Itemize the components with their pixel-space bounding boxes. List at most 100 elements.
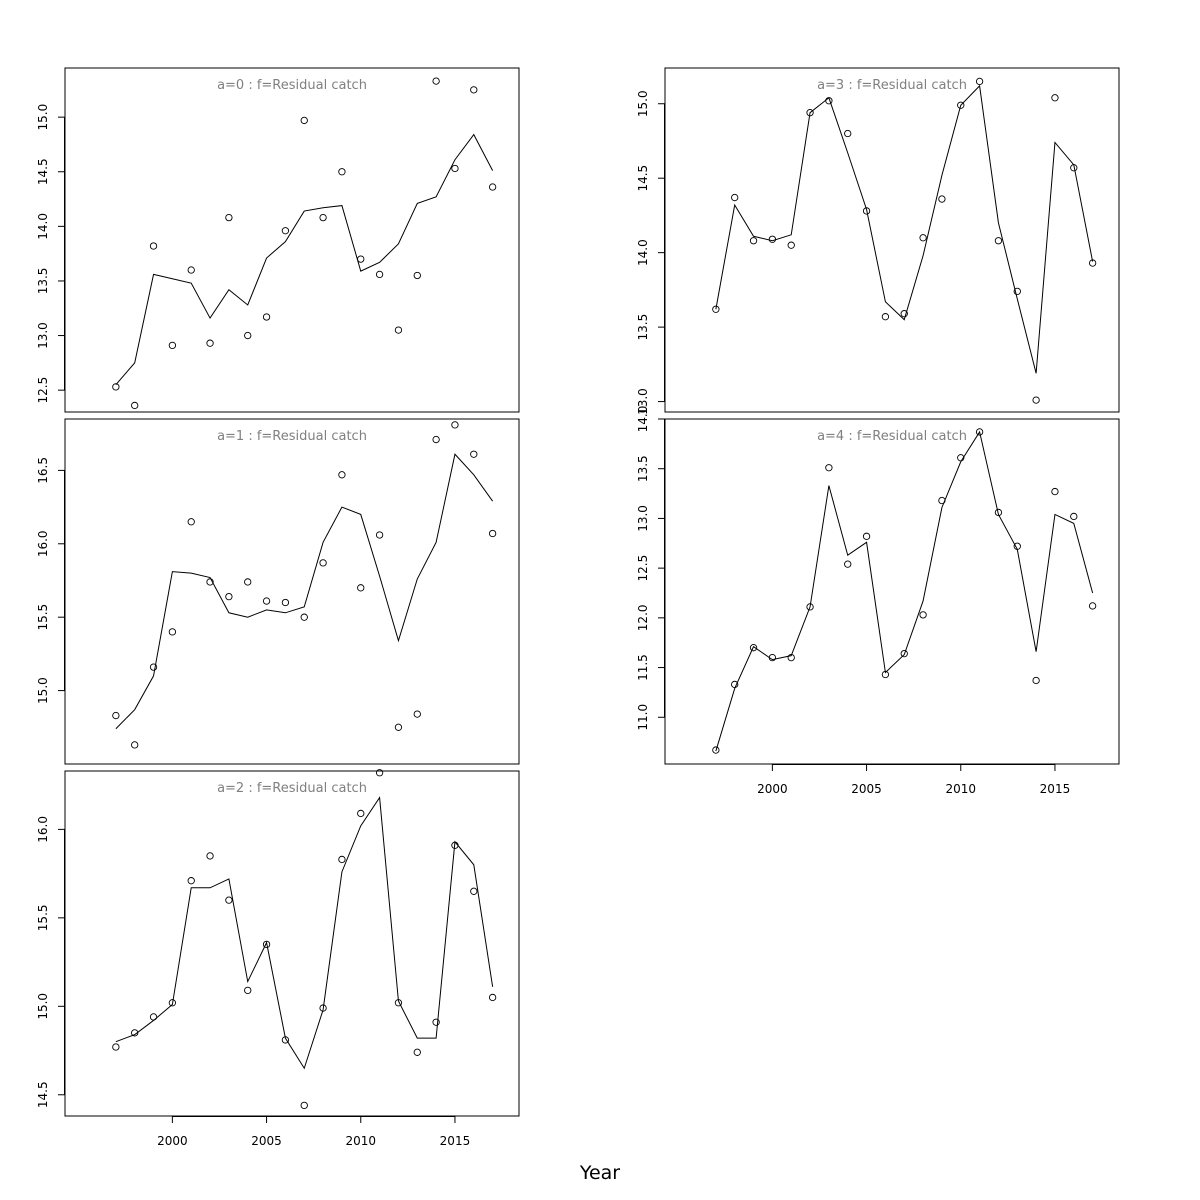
observed-point <box>432 435 440 444</box>
observed-point <box>919 611 927 619</box>
observed-point <box>338 855 346 864</box>
observed-point <box>787 653 795 662</box>
observed-point <box>244 331 252 340</box>
observed-point <box>112 383 120 391</box>
x-tick-label: 2015 <box>1040 782 1071 796</box>
observed-point <box>262 940 271 949</box>
observed-point <box>300 613 308 621</box>
observed-point <box>375 769 384 777</box>
observed-point <box>432 77 440 85</box>
observed-point <box>357 584 365 592</box>
observed-point <box>357 809 365 818</box>
observed-point <box>187 877 195 885</box>
x-tick-label: 2015 <box>440 1134 471 1148</box>
observed-point <box>413 710 421 718</box>
observed-point <box>825 97 833 105</box>
observed-point <box>244 986 252 995</box>
observed-point <box>168 341 177 350</box>
observed-point <box>488 183 497 191</box>
panel-frame <box>64 770 520 1117</box>
observed-point <box>394 723 403 731</box>
y-tick-label: 15.5 <box>36 604 50 631</box>
y-tick-label: 15.5 <box>36 904 50 931</box>
y-tick-label: 15.0 <box>636 90 650 117</box>
y-tick-label: 11.5 <box>636 654 650 681</box>
observed-point <box>375 531 384 539</box>
observed-point <box>206 852 214 860</box>
observed-point <box>900 310 908 318</box>
observed-point <box>1032 396 1040 404</box>
observed-point <box>451 841 459 849</box>
fitted-line <box>715 84 1094 374</box>
observed-point <box>488 993 497 1002</box>
fitted-line <box>115 453 494 730</box>
observed-point <box>131 1029 139 1037</box>
observed-point <box>1032 676 1040 685</box>
observed-point <box>712 305 720 313</box>
observed-point <box>825 464 833 472</box>
observed-point <box>1013 542 1021 550</box>
observed-point <box>262 313 271 321</box>
observed-point <box>470 887 478 895</box>
observed-point <box>131 401 139 410</box>
y-tick-label: 11.0 <box>636 704 650 731</box>
observed-point <box>451 421 459 429</box>
observed-point <box>881 313 890 321</box>
observed-point <box>225 896 233 904</box>
panel-title: a=4 : f=Residual catch <box>817 429 967 444</box>
observed-point <box>413 271 421 280</box>
y-tick-label: 12.5 <box>636 555 650 582</box>
observed-point <box>1013 287 1021 296</box>
observed-point <box>112 711 120 720</box>
observed-point <box>394 326 403 334</box>
x-tick-label: 2000 <box>157 1134 188 1148</box>
y-tick-label: 14.0 <box>636 239 650 266</box>
observed-point <box>300 116 308 125</box>
observed-point <box>319 1004 327 1012</box>
y-tick-label: 13.0 <box>636 505 650 532</box>
observed-point <box>749 237 758 245</box>
y-tick-label: 15.0 <box>36 104 50 131</box>
panel-frame <box>64 67 520 413</box>
y-tick-label: 14.0 <box>36 213 50 240</box>
observed-point <box>844 129 852 138</box>
observed-point <box>712 746 720 754</box>
observed-point <box>375 270 384 279</box>
x-tick-label: 2010 <box>945 782 976 796</box>
observed-point <box>338 471 346 479</box>
observed-point <box>1088 259 1097 267</box>
y-tick-label: 14.0 <box>636 406 650 433</box>
observed-point <box>806 603 814 611</box>
panel-title: a=3 : f=Residual catch <box>817 78 967 93</box>
observed-point <box>187 266 195 274</box>
panel-title: a=2 : f=Residual catch <box>217 781 367 796</box>
panel-frame <box>664 67 1120 413</box>
y-tick-label: 16.0 <box>36 530 50 557</box>
observed-point <box>488 529 497 538</box>
observed-point <box>149 242 158 250</box>
x-axis-label: Year <box>579 1162 620 1184</box>
observed-point <box>281 227 290 235</box>
observed-point <box>994 508 1003 517</box>
observed-point <box>451 164 459 173</box>
observed-point <box>281 598 290 607</box>
y-tick-label: 15.0 <box>36 993 50 1020</box>
x-tick-label: 2005 <box>851 782 882 796</box>
observed-point <box>413 1048 421 1056</box>
observed-point <box>262 597 271 605</box>
observed-point <box>300 1101 308 1110</box>
observed-point <box>225 592 233 601</box>
y-tick-label: 13.0 <box>36 322 50 349</box>
panel-3: a=3 : f=Residual catch 13.0 13.5 14.0 14.5 15… <box>636 67 1120 415</box>
observed-point <box>1051 487 1059 496</box>
observed-point <box>975 428 984 436</box>
observed-point <box>168 999 177 1007</box>
observed-point <box>900 649 908 658</box>
observed-point <box>1070 164 1078 172</box>
observed-point <box>319 213 327 222</box>
observed-point <box>768 653 777 662</box>
panel-frame <box>664 418 1120 765</box>
y-tick-label: 13.0 <box>636 388 650 415</box>
observed-point <box>206 578 214 586</box>
